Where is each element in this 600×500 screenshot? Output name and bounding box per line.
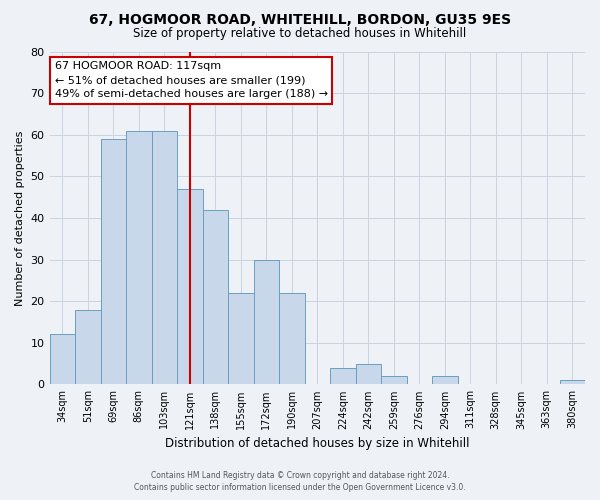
Bar xyxy=(279,293,305,384)
Bar xyxy=(432,376,458,384)
Y-axis label: Number of detached properties: Number of detached properties xyxy=(15,130,25,306)
X-axis label: Distribution of detached houses by size in Whitehill: Distribution of detached houses by size … xyxy=(165,437,470,450)
Bar xyxy=(101,139,126,384)
Bar xyxy=(177,189,203,384)
Text: Contains HM Land Registry data © Crown copyright and database right 2024.
Contai: Contains HM Land Registry data © Crown c… xyxy=(134,471,466,492)
Bar xyxy=(560,380,585,384)
Bar xyxy=(50,334,75,384)
Bar xyxy=(228,293,254,384)
Text: Size of property relative to detached houses in Whitehill: Size of property relative to detached ho… xyxy=(133,28,467,40)
Bar xyxy=(356,364,381,384)
Bar xyxy=(381,376,407,384)
Bar xyxy=(203,210,228,384)
Bar xyxy=(152,130,177,384)
Text: 67 HOGMOOR ROAD: 117sqm
← 51% of detached houses are smaller (199)
49% of semi-d: 67 HOGMOOR ROAD: 117sqm ← 51% of detache… xyxy=(55,62,328,100)
Bar xyxy=(75,310,101,384)
Bar xyxy=(126,130,152,384)
Bar xyxy=(330,368,356,384)
Bar xyxy=(254,260,279,384)
Text: 67, HOGMOOR ROAD, WHITEHILL, BORDON, GU35 9ES: 67, HOGMOOR ROAD, WHITEHILL, BORDON, GU3… xyxy=(89,12,511,26)
